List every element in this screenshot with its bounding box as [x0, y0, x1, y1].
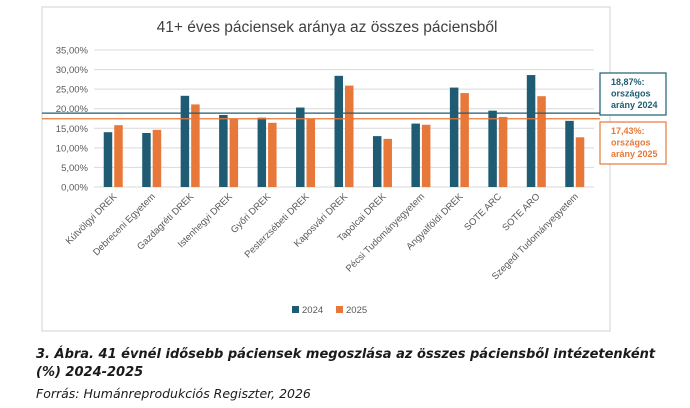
bar-2024 — [372, 136, 382, 187]
y-tick-label: 15,00% — [56, 124, 89, 135]
bar-2025 — [498, 116, 508, 187]
reference-label-box — [599, 121, 667, 165]
bar-2024 — [257, 117, 267, 187]
y-tick-label: 30,00% — [56, 65, 89, 76]
reference-label-text: 17,43%: — [611, 126, 645, 136]
y-tick-label: 25,00% — [56, 85, 89, 96]
reference-lines — [42, 112, 600, 120]
reference-label-box — [599, 72, 667, 116]
y-axis: 35,00% 30,00% 25,00% 20,00% 15,00% 10,00% 5,00… — [56, 46, 89, 194]
bar-2025 — [421, 124, 431, 187]
bar-2024 — [142, 132, 151, 187]
y-tick-label: 35,00% — [56, 46, 89, 57]
bar-2025 — [229, 118, 239, 187]
bar-2024 — [411, 123, 420, 187]
bar-2025 — [575, 137, 585, 187]
y-tick-label: 20,00% — [56, 104, 89, 115]
bar-2024 — [180, 95, 190, 187]
bar-2025 — [306, 118, 316, 187]
bar-2025 — [268, 122, 277, 187]
y-tick-label: 10,00% — [56, 143, 89, 154]
bar-2024 — [296, 107, 305, 187]
bar-2024 — [526, 75, 536, 187]
legend: 2024 2025 — [292, 305, 367, 316]
legend-swatch-2025 — [336, 306, 343, 313]
legend-label-2024: 2024 — [302, 305, 323, 316]
bar-2024 — [334, 75, 343, 187]
y-tick-label: 5,00% — [61, 163, 88, 174]
bar-2024 — [219, 114, 228, 187]
chart: 41+ éves páciensek aránya az összes páci… — [41, 6, 667, 332]
gridlines — [94, 49, 594, 188]
chart-frame — [41, 6, 611, 332]
reference-label-text: 18,87%: — [611, 77, 645, 87]
bar-2025 — [460, 93, 469, 187]
bar-2024 — [449, 87, 459, 187]
figure-source: Forrás: Humánreprodukciós Regiszter, 202… — [36, 386, 311, 401]
bar-2025 — [114, 125, 123, 187]
bar-2025 — [345, 85, 354, 187]
y-tick-label: 0,00% — [61, 183, 88, 194]
bars — [103, 75, 585, 187]
figure-caption: 3. Ábra. 41 évnél idősebb páciensek mego… — [36, 347, 656, 380]
reference-label-text: országos — [611, 138, 651, 148]
chart-title: 41+ éves páciensek aránya az összes páci… — [157, 19, 498, 36]
legend-swatch-2024 — [292, 306, 299, 313]
reference-label-text: országos — [611, 89, 651, 99]
bar-2024 — [488, 110, 497, 187]
bar-2024 — [565, 120, 574, 187]
reference-label-text: arány 2025 — [611, 149, 658, 159]
bar-2025 — [152, 129, 162, 187]
bar-2025 — [383, 138, 392, 187]
bar-2025 — [191, 104, 200, 187]
legend-label-2025: 2025 — [346, 305, 367, 316]
reference-label-text: arány 2024 — [611, 100, 658, 110]
bar-2024 — [103, 132, 113, 187]
bar-2025 — [537, 96, 546, 187]
